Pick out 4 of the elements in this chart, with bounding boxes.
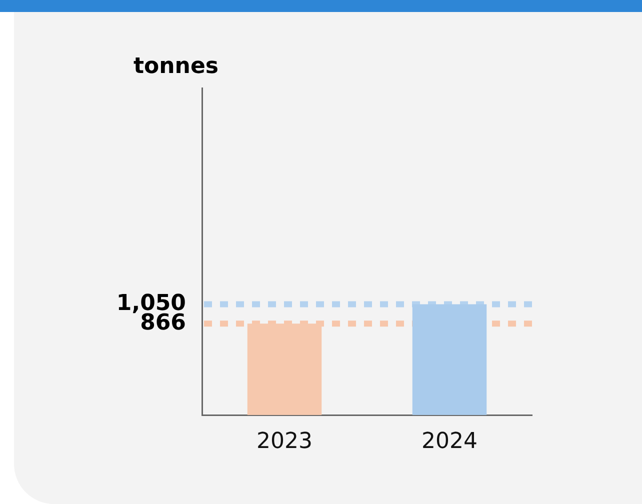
x-tick-label: 2023 [256, 428, 312, 454]
x-tick-label: 2024 [422, 428, 478, 454]
y-axis-title: tonnes [134, 54, 218, 79]
y-tick-label: 866 [140, 310, 186, 336]
